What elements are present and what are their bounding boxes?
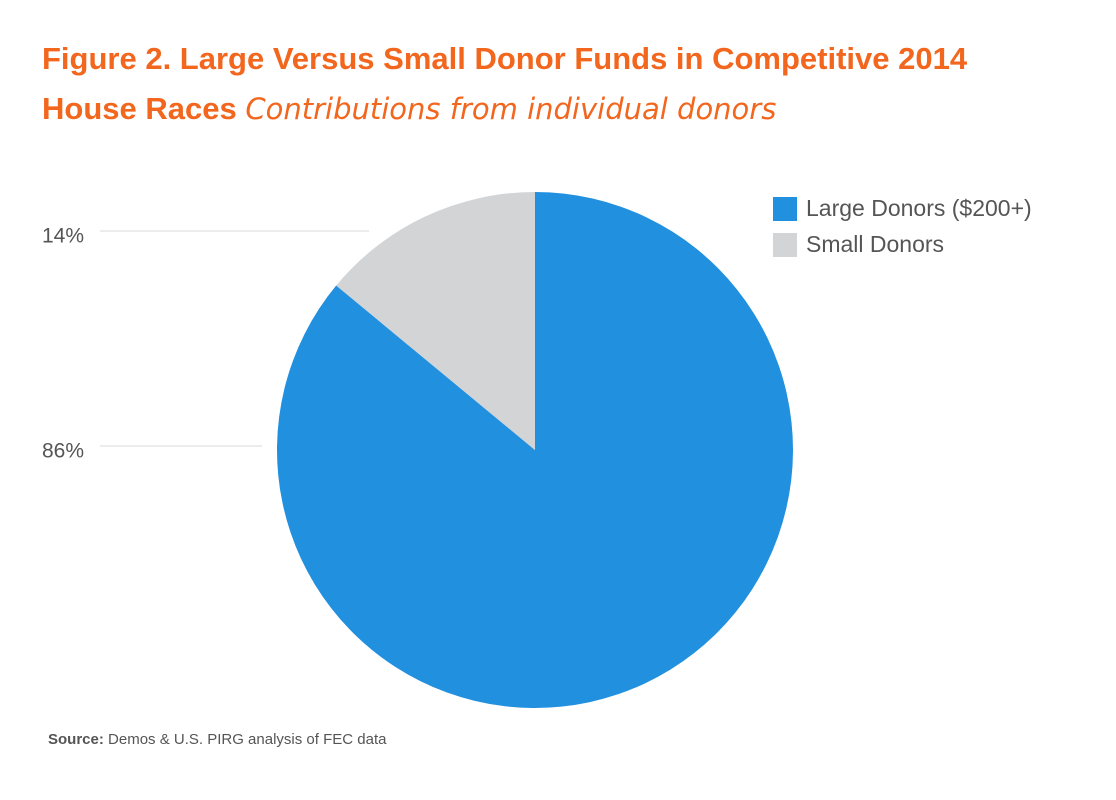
chart-title: Figure 2. Large Versus Small Donor Funds… [42, 34, 1082, 134]
title-line-1: Figure 2. Large Versus Small Donor Funds… [42, 41, 968, 76]
slice-label-0: 86% [42, 440, 84, 463]
legend-swatch-0 [773, 197, 797, 221]
title-line-2: House Races [42, 91, 237, 126]
slice-label-1: 14% [42, 225, 84, 248]
source-note: Source: Demos & U.S. PIRG analysis of FE… [48, 731, 386, 748]
chart-subtitle: Contributions from individual donors [245, 92, 777, 126]
legend-swatch-1 [773, 233, 797, 257]
source-text: Demos & U.S. PIRG analysis of FEC data [103, 731, 387, 748]
source-label: Source: [48, 731, 104, 748]
legend-label-1: Small Donors [806, 231, 944, 257]
pie-slice-1 [336, 192, 535, 450]
legend-label-0: Large Donors ($200+) [806, 195, 1032, 221]
